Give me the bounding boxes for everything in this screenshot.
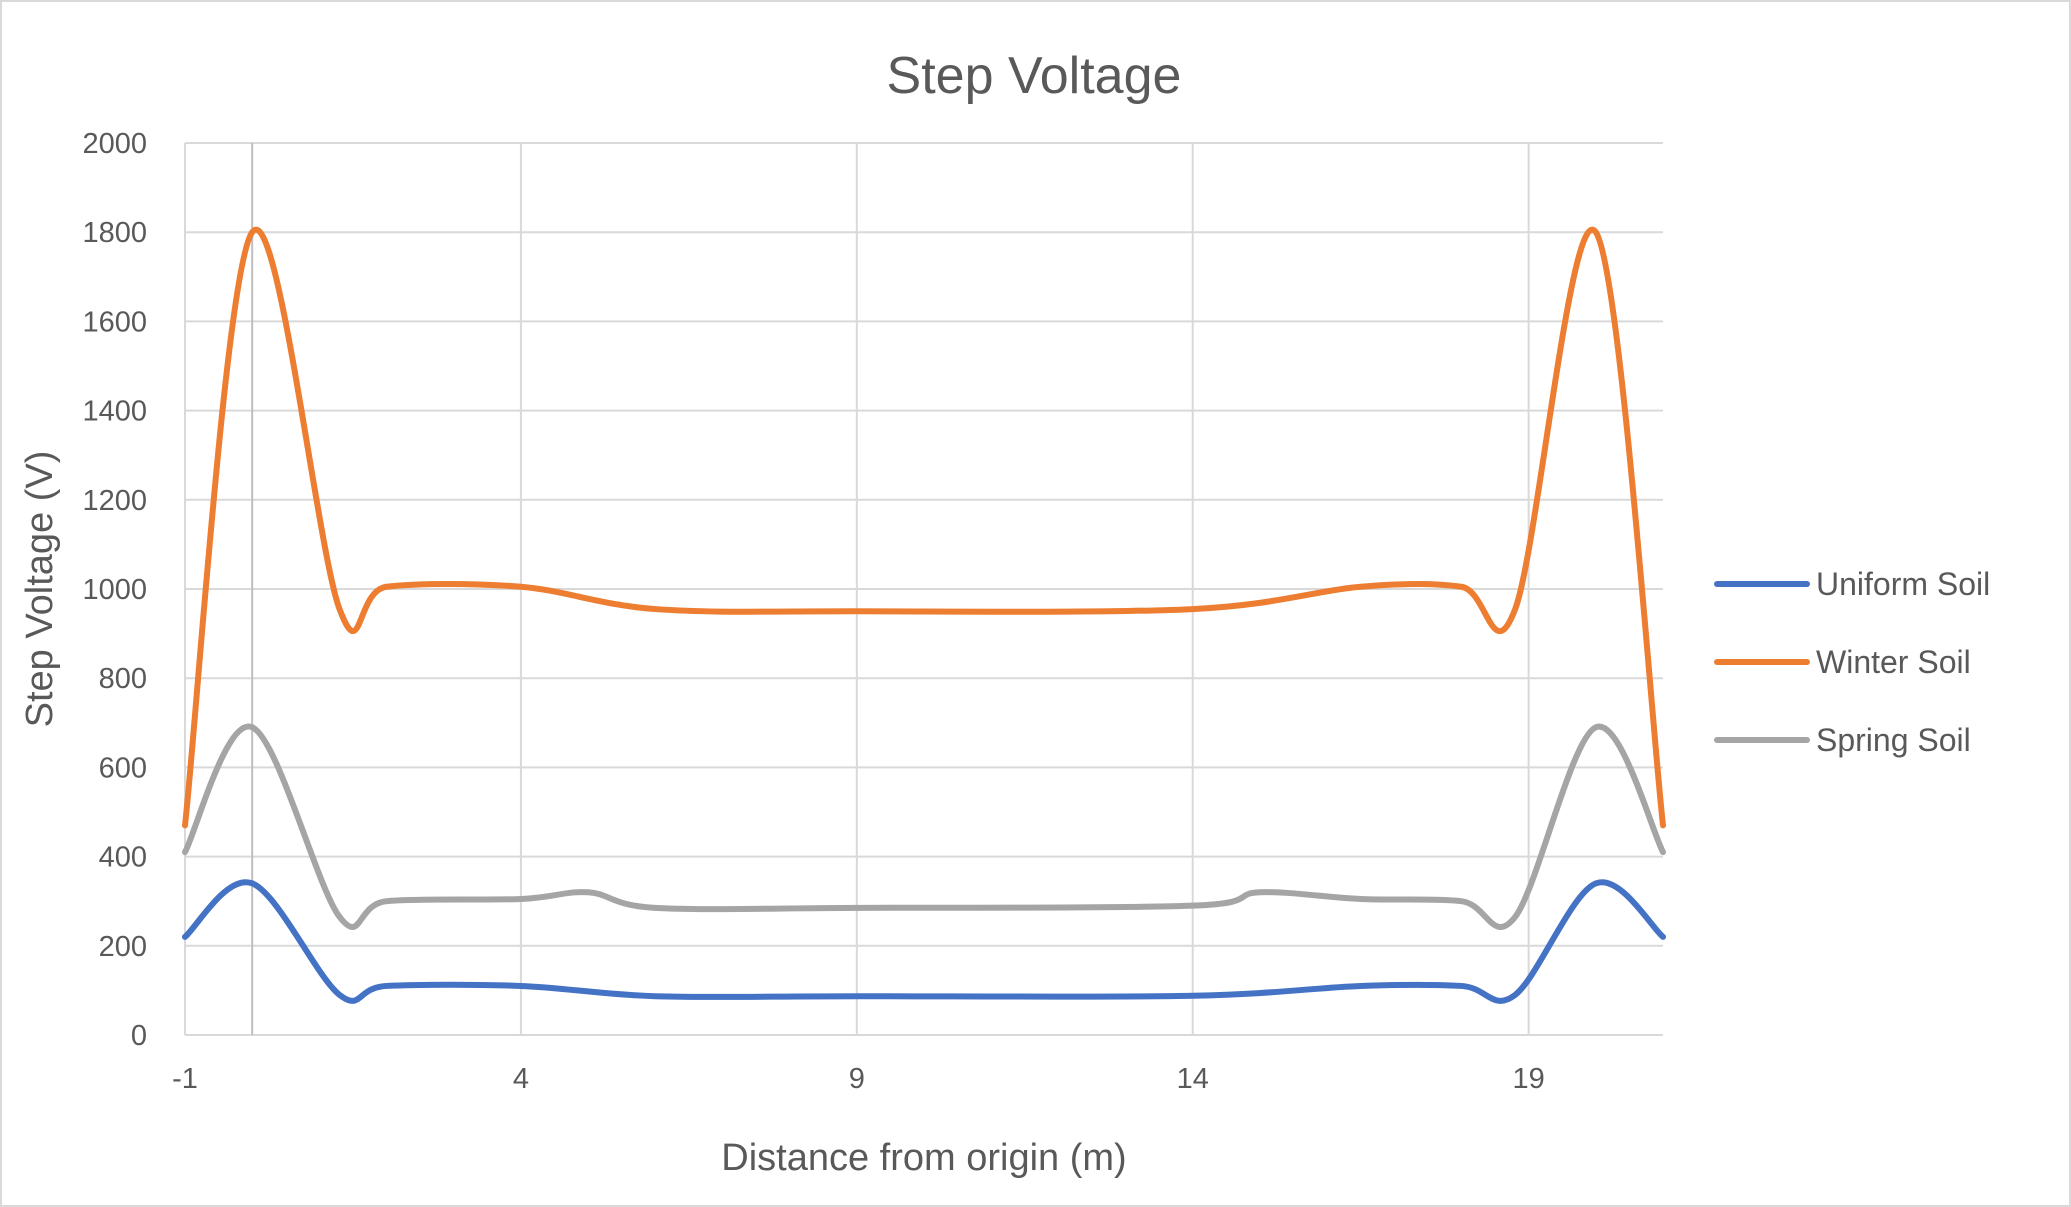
x-axis-title: Distance from origin (m) [721,1137,1126,1179]
x-tick-label: 14 [1177,1063,1209,1095]
y-axis-ticks: 0 200 400 600 800 1000 1200 1400 1600 1800 2000 [82,128,147,1052]
legend-label: Uniform Soil [1816,566,1990,602]
y-tick-label: 400 [99,842,147,874]
chart-title: Step Voltage [887,47,1182,105]
x-tick-label: 19 [1513,1063,1545,1095]
series-line-spring-soil [182,723,1666,930]
x-tick-label: 9 [849,1063,865,1095]
y-tick-label: 1800 [82,217,147,249]
y-tick-label: 1600 [82,306,147,338]
x-axis-ticks: -1 4 9 14 19 [172,1063,1545,1095]
x-tick-label: 4 [513,1063,529,1095]
x-tick-label: -1 [172,1063,198,1095]
y-axis-title: Step Voltage (V) [19,451,61,728]
y-tick-label: 1400 [82,396,147,428]
y-tick-label: 600 [99,752,147,784]
y-tick-label: 2000 [82,128,147,160]
y-tick-label: 1000 [82,574,147,606]
series-line-winter-soil [182,226,1666,829]
series-lines [182,226,1666,1004]
legend-label: Winter Soil [1816,644,1971,680]
y-tick-label: 800 [99,663,147,695]
y-tick-label: 1200 [82,485,147,517]
legend: Uniform Soil Winter Soil Spring Soil [1714,566,1990,758]
series-line-uniform-soil [182,879,1666,1004]
legend-label: Spring Soil [1816,722,1971,758]
y-tick-label: 200 [99,931,147,963]
y-tick-label: 0 [131,1020,147,1052]
